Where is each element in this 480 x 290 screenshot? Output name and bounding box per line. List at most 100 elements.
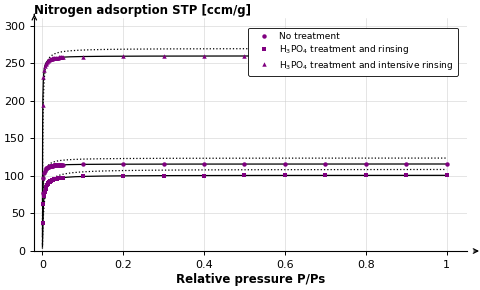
No treatment (160, 162, 166, 166)
H$_3$PO$_4$ treatment and rinsing (201, 174, 206, 177)
H$_3$PO$_4$ treatment and intensive rinsing (362, 54, 368, 58)
H$_3$PO$_4$ treatment and intensive rinsing (281, 54, 287, 58)
No treatment (40, 176, 46, 179)
H$_3$PO$_4$ treatment and intensive rinsing (57, 56, 62, 59)
H$_3$PO$_4$ treatment and intensive rinsing (443, 54, 448, 58)
H$_3$PO$_4$ treatment and rinsing (40, 221, 46, 224)
H$_3$PO$_4$ treatment and rinsing (120, 174, 126, 177)
No treatment (43, 166, 49, 170)
No treatment (58, 163, 64, 167)
H$_3$PO$_4$ treatment and rinsing (241, 174, 247, 177)
H$_3$PO$_4$ treatment and rinsing (41, 194, 47, 198)
No treatment (241, 162, 247, 166)
H$_3$PO$_4$ treatment and intensive rinsing (60, 55, 65, 59)
Line: No treatment: No treatment (40, 162, 448, 195)
H$_3$PO$_4$ treatment and rinsing (55, 177, 60, 180)
H$_3$PO$_4$ treatment and rinsing (322, 174, 327, 177)
H$_3$PO$_4$ treatment and rinsing (54, 177, 60, 180)
H$_3$PO$_4$ treatment and intensive rinsing (48, 57, 53, 61)
No treatment (322, 162, 327, 166)
H$_3$PO$_4$ treatment and rinsing (45, 182, 50, 186)
H$_3$PO$_4$ treatment and intensive rinsing (55, 56, 60, 59)
H$_3$PO$_4$ treatment and rinsing (43, 185, 49, 188)
H$_3$PO$_4$ treatment and intensive rinsing (56, 56, 62, 59)
H$_3$PO$_4$ treatment and rinsing (281, 174, 287, 177)
No treatment (443, 162, 448, 166)
No treatment (362, 162, 368, 166)
No treatment (281, 162, 287, 166)
H$_3$PO$_4$ treatment and intensive rinsing (42, 64, 48, 68)
No treatment (58, 163, 63, 167)
No treatment (55, 163, 60, 167)
H$_3$PO$_4$ treatment and rinsing (50, 178, 56, 182)
H$_3$PO$_4$ treatment and intensive rinsing (58, 56, 63, 59)
H$_3$PO$_4$ treatment and intensive rinsing (47, 58, 52, 61)
Line: H$_3$PO$_4$ treatment and rinsing: H$_3$PO$_4$ treatment and rinsing (40, 173, 448, 225)
H$_3$PO$_4$ treatment and intensive rinsing (40, 76, 46, 79)
H$_3$PO$_4$ treatment and intensive rinsing (322, 54, 327, 58)
No treatment (51, 164, 57, 167)
No treatment (45, 166, 50, 169)
H$_3$PO$_4$ treatment and intensive rinsing (49, 57, 55, 60)
H$_3$PO$_4$ treatment and intensive rinsing (160, 54, 166, 58)
H$_3$PO$_4$ treatment and intensive rinsing (53, 56, 59, 59)
H$_3$PO$_4$ treatment and rinsing (52, 177, 58, 181)
No treatment (47, 165, 52, 168)
H$_3$PO$_4$ treatment and rinsing (58, 176, 63, 180)
No treatment (42, 169, 48, 172)
H$_3$PO$_4$ treatment and rinsing (56, 177, 61, 180)
No treatment (50, 164, 56, 167)
H$_3$PO$_4$ treatment and rinsing (40, 202, 46, 206)
No treatment (53, 164, 59, 167)
H$_3$PO$_4$ treatment and intensive rinsing (46, 58, 52, 61)
H$_3$PO$_4$ treatment and rinsing (48, 179, 54, 182)
H$_3$PO$_4$ treatment and intensive rinsing (120, 55, 126, 58)
H$_3$PO$_4$ treatment and intensive rinsing (241, 54, 247, 58)
H$_3$PO$_4$ treatment and intensive rinsing (56, 56, 61, 59)
Text: Nitrogen adsorption STP [ccm/g]: Nitrogen adsorption STP [ccm/g] (34, 4, 251, 17)
H$_3$PO$_4$ treatment and rinsing (43, 187, 48, 190)
H$_3$PO$_4$ treatment and intensive rinsing (48, 57, 54, 60)
No treatment (80, 163, 85, 166)
H$_3$PO$_4$ treatment and intensive rinsing (40, 103, 46, 106)
H$_3$PO$_4$ treatment and intensive rinsing (41, 68, 47, 71)
H$_3$PO$_4$ treatment and intensive rinsing (51, 56, 57, 60)
No treatment (53, 164, 59, 167)
H$_3$PO$_4$ treatment and intensive rinsing (59, 55, 65, 59)
H$_3$PO$_4$ treatment and intensive rinsing (43, 61, 49, 64)
X-axis label: Relative pressure P/Ps: Relative pressure P/Ps (176, 273, 324, 286)
H$_3$PO$_4$ treatment and rinsing (80, 175, 85, 178)
No treatment (52, 164, 58, 167)
H$_3$PO$_4$ treatment and rinsing (51, 178, 57, 181)
H$_3$PO$_4$ treatment and rinsing (58, 176, 64, 180)
H$_3$PO$_4$ treatment and rinsing (56, 176, 62, 180)
No treatment (40, 191, 46, 195)
No treatment (43, 168, 48, 171)
H$_3$PO$_4$ treatment and rinsing (42, 190, 48, 193)
No treatment (46, 165, 52, 168)
H$_3$PO$_4$ treatment and rinsing (48, 180, 53, 183)
H$_3$PO$_4$ treatment and intensive rinsing (51, 57, 57, 60)
H$_3$PO$_4$ treatment and rinsing (44, 183, 50, 187)
H$_3$PO$_4$ treatment and rinsing (45, 181, 51, 185)
H$_3$PO$_4$ treatment and intensive rinsing (45, 59, 51, 62)
H$_3$PO$_4$ treatment and rinsing (362, 174, 368, 177)
H$_3$PO$_4$ treatment and intensive rinsing (50, 57, 56, 60)
No treatment (120, 162, 126, 166)
H$_3$PO$_4$ treatment and intensive rinsing (45, 59, 50, 63)
H$_3$PO$_4$ treatment and rinsing (46, 181, 52, 184)
Line: H$_3$PO$_4$ treatment and intensive rinsing: H$_3$PO$_4$ treatment and intensive rins… (40, 54, 448, 107)
No treatment (51, 164, 57, 167)
No treatment (56, 163, 62, 167)
No treatment (402, 162, 408, 166)
H$_3$PO$_4$ treatment and intensive rinsing (43, 62, 48, 66)
H$_3$PO$_4$ treatment and rinsing (49, 178, 55, 182)
H$_3$PO$_4$ treatment and rinsing (59, 176, 65, 180)
No treatment (56, 163, 61, 167)
H$_3$PO$_4$ treatment and rinsing (160, 174, 166, 177)
Legend: No treatment, H$_3$PO$_4$ treatment and rinsing, H$_3$PO$_4$ treatment and inten: No treatment, H$_3$PO$_4$ treatment and … (248, 28, 457, 76)
H$_3$PO$_4$ treatment and rinsing (48, 179, 54, 182)
No treatment (41, 171, 47, 175)
H$_3$PO$_4$ treatment and intensive rinsing (402, 54, 408, 58)
No treatment (201, 162, 206, 166)
